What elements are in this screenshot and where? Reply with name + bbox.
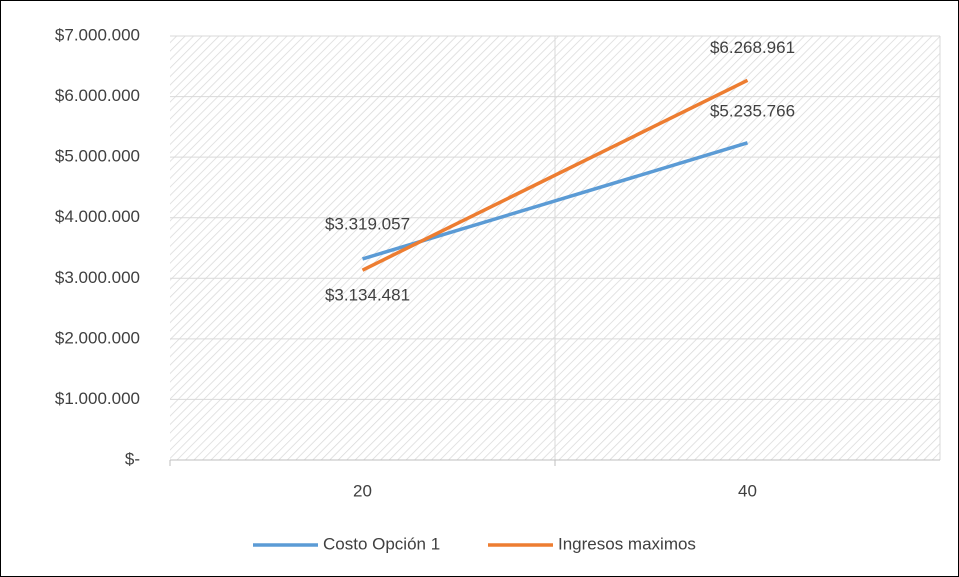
data-label: $3.319.057 xyxy=(325,214,410,233)
legend-label: Costo Opción 1 xyxy=(323,534,440,553)
series-line xyxy=(361,78,749,272)
data-label: $5.235.766 xyxy=(710,101,795,120)
y-tick-label: $2.000.000 xyxy=(55,328,140,347)
data-label: $3.134.481 xyxy=(325,286,410,305)
y-tick-label: $6.000.000 xyxy=(55,86,140,105)
y-tick-label: $1.000.000 xyxy=(55,389,140,408)
x-tick-label: 40 xyxy=(738,481,757,500)
data-label: $6.268.961 xyxy=(710,38,795,57)
legend-label: Ingresos maximos xyxy=(558,534,696,553)
y-tick-label: $4.000.000 xyxy=(55,207,140,226)
y-tick-label: $7.000.000 xyxy=(55,25,140,44)
x-tick-label: 20 xyxy=(353,481,372,500)
y-tick-label: $3.000.000 xyxy=(55,268,140,287)
y-tick-label: $- xyxy=(125,449,140,468)
y-tick-label: $5.000.000 xyxy=(55,147,140,166)
